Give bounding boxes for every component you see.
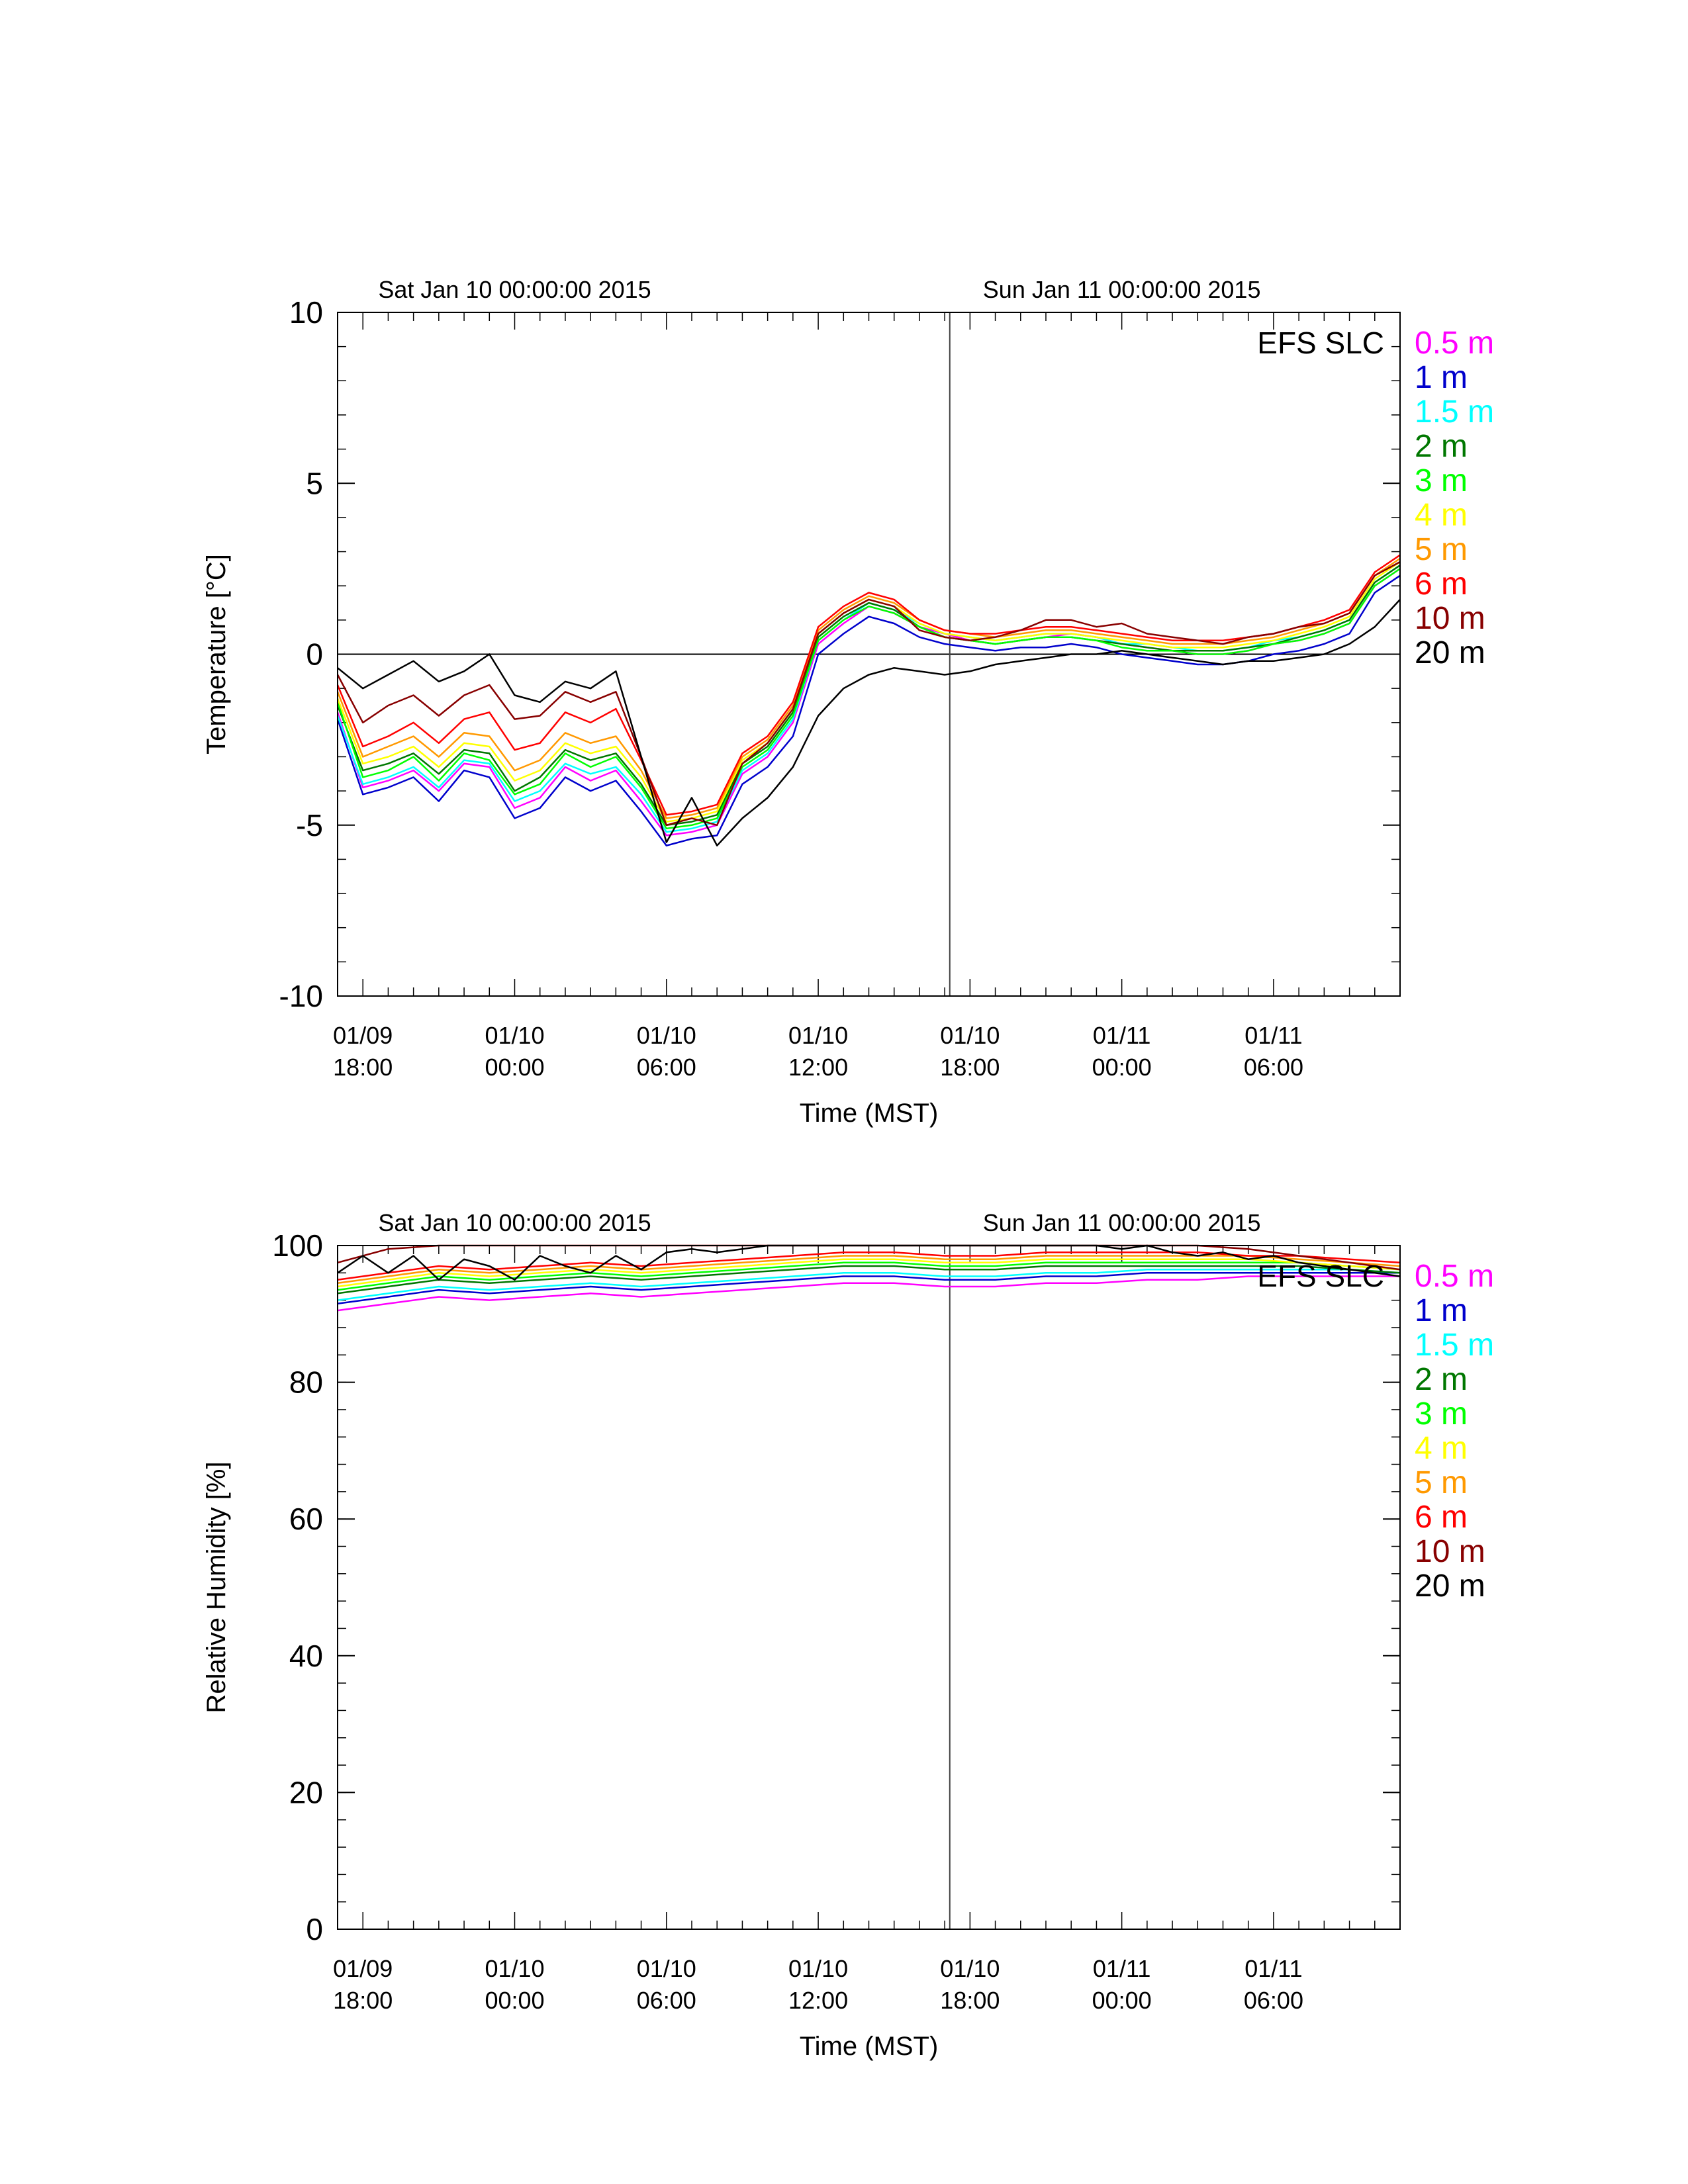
temperature-x-tick-time-label: 00:00: [1092, 1054, 1152, 1081]
temperature-x-tick-time-label: 18:00: [333, 1054, 393, 1081]
temperature-x-tick-time-label: 18:00: [940, 1054, 1000, 1081]
temperature-y-axis-title: Temperature [°C]: [202, 554, 231, 754]
humidity-legend-item: 3 m: [1415, 1396, 1468, 1432]
humidity-x-tick-date-label: 01/10: [788, 1955, 848, 1982]
temperature-legend-item: 2 m: [1415, 429, 1468, 464]
temperature-legend-item: 20 m: [1415, 635, 1485, 670]
humidity-x-tick-time-label: 06:00: [1244, 1987, 1303, 2014]
temperature-legend-item: 1.5 m: [1415, 394, 1494, 430]
humidity-top-date-label-midnight: Sun Jan 11 00:00:00 2015: [983, 1209, 1261, 1236]
temperature-top-date-label-midnight: Sun Jan 11 00:00:00 2015: [983, 276, 1261, 303]
humidity-series-4-m: [337, 1258, 1401, 1288]
temperature-x-tick-date-label: 01/10: [788, 1022, 848, 1049]
temperature-y-tick-label: -10: [279, 979, 323, 1013]
humidity-y-axis-title: Relative Humidity [%]: [202, 1461, 231, 1713]
humidity-y-tick-label: 40: [289, 1639, 323, 1673]
humidity-x-tick-time-label: 00:00: [485, 1987, 544, 2014]
humidity-plot-frame: [337, 1245, 1401, 1930]
humidity-x-tick-time-label: 12:00: [788, 1987, 848, 2014]
temperature-y-tick-label: 10: [289, 295, 323, 330]
temperature-x-tick-time-label: 00:00: [485, 1054, 544, 1081]
humidity-series-3-m: [337, 1261, 1401, 1291]
humidity-legend-item: 6 m: [1415, 1500, 1468, 1535]
temperature-x-tick-date-label: 01/09: [333, 1022, 393, 1049]
humidity-legend-item: 0.5 m: [1415, 1259, 1494, 1294]
humidity-legend-item: 4 m: [1415, 1431, 1468, 1466]
humidity-x-tick-time-label: 18:00: [333, 1987, 393, 2014]
temperature-x-tick-time-label: 06:00: [637, 1054, 696, 1081]
humidity-panel: 100 80 60 40 20 0 01/09 18:00 01/10 00:00 01/10 06:…: [202, 1209, 1494, 2061]
temperature-legend-item: 1 m: [1415, 360, 1468, 395]
temperature-y-tick-label: 5: [306, 466, 323, 500]
temperature-x-tick-date-label: 01/11: [1244, 1022, 1302, 1049]
humidity-x-tick-date-label: 01/11: [1093, 1955, 1150, 1982]
humidity-legend-item: 5 m: [1415, 1465, 1468, 1500]
humidity-series-0-5-m: [337, 1275, 1400, 1312]
temperature-top-date-label-start: Sat Jan 10 00:00:00 2015: [378, 276, 651, 303]
temperature-series-3-m: [336, 568, 1401, 830]
humidity-x-tick-date-label: 01/09: [333, 1955, 393, 1982]
temperature-series-6-m: [336, 554, 1401, 816]
humidity-x-axis-title: Time (MST): [800, 2032, 939, 2061]
temperature-plot-frame: [337, 312, 1401, 997]
humidity-x-tick-time-label: 00:00: [1092, 1987, 1152, 2014]
humidity-legend: 0.5 m1 m1.5 m2 m3 m4 m5 m6 m10 m20 m: [1415, 1259, 1494, 1604]
humidity-top-date-label-start: Sat Jan 10 00:00:00 2015: [378, 1209, 651, 1236]
temperature-series-10-m: [336, 561, 1401, 827]
humidity-legend-item: 10 m: [1415, 1534, 1485, 1569]
humidity-legend-item: 20 m: [1415, 1569, 1485, 1604]
humidity-x-tick-date-label: 01/11: [1244, 1955, 1302, 1982]
temperature-legend-item: 10 m: [1415, 601, 1485, 636]
humidity-y-tick-label: 60: [289, 1502, 323, 1536]
humidity-series-5-m: [337, 1255, 1401, 1285]
temperature-x-tick-date-label: 01/10: [940, 1022, 1000, 1049]
humidity-x-tick-time-label: 18:00: [940, 1987, 1000, 2014]
humidity-series-6-m: [337, 1251, 1401, 1281]
temperature-legend-item: 0.5 m: [1415, 326, 1494, 361]
humidity-axes: 100 80 60 40 20 0 01/09 18:00 01/10 00:00 01/10 06:…: [272, 1228, 1401, 2014]
humidity-x-tick-date-label: 01/10: [940, 1955, 1000, 1982]
humidity-x-tick-date-label: 01/10: [485, 1955, 544, 1982]
humidity-y-tick-label: 20: [289, 1775, 323, 1809]
temperature-series-2-m: [336, 565, 1401, 827]
temperature-legend-item: 6 m: [1415, 567, 1468, 602]
temperature-y-tick-label: -5: [296, 808, 323, 842]
humidity-y-tick-label: 80: [289, 1365, 323, 1400]
temperature-x-tick-date-label: 01/10: [485, 1022, 544, 1049]
humidity-series-1-5-m: [337, 1268, 1401, 1301]
humidity-x-tick-time-label: 06:00: [637, 1987, 696, 2014]
temperature-x-axis-title: Time (MST): [800, 1099, 939, 1128]
humidity-legend-item: 1 m: [1415, 1293, 1468, 1328]
humidity-x-tick-date-label: 01/10: [637, 1955, 696, 1982]
temperature-y-tick-label: 0: [306, 637, 323, 672]
temperature-legend-item: 5 m: [1415, 532, 1468, 567]
temperature-axes: 10 5 0 -5 -10 01/09 18:00 01/10 00:00 01/10 06:00 0…: [279, 295, 1401, 1081]
humidity-legend-item: 1.5 m: [1415, 1328, 1494, 1363]
humidity-y-tick-label: 100: [272, 1228, 323, 1263]
temperature-legend-item: 4 m: [1415, 498, 1468, 533]
temperature-series-20-m: [337, 599, 1401, 846]
humidity-legend-item: 2 m: [1415, 1362, 1468, 1397]
temperature-site-label: EFS SLC: [1257, 326, 1384, 360]
temperature-x-tick-date-label: 01/10: [637, 1022, 696, 1049]
temperature-panel: 10 5 0 -5 -10 01/09 18:00 01/10 00:00 01/10 06:00 0…: [202, 276, 1494, 1128]
humidity-series-2-m: [337, 1265, 1401, 1295]
temperature-x-tick-date-label: 01/11: [1093, 1022, 1150, 1049]
temperature-x-tick-time-label: 12:00: [788, 1054, 848, 1081]
humidity-y-tick-label: 0: [306, 1912, 323, 1946]
temperature-legend-item: 3 m: [1415, 463, 1468, 498]
temperature-legend: 0.5 m1 m1.5 m2 m3 m4 m5 m6 m10 m20 m: [1415, 326, 1494, 670]
temperature-series: [336, 554, 1401, 846]
humidity-site-label: EFS SLC: [1257, 1259, 1384, 1293]
temperature-x-tick-time-label: 06:00: [1244, 1054, 1303, 1081]
humidity-series-1-m: [337, 1272, 1400, 1305]
